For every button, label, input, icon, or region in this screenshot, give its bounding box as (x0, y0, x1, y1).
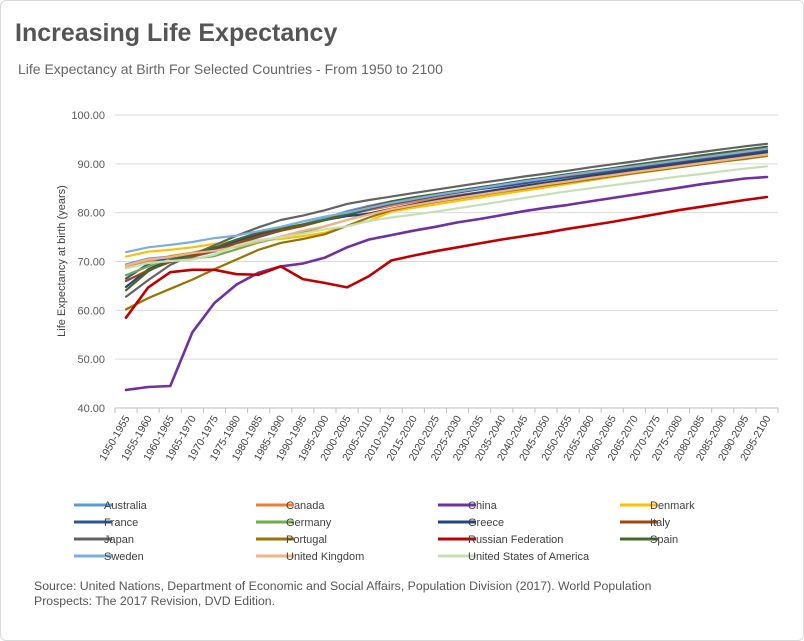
legend-label: Russian Federation (468, 534, 563, 546)
series-line-russian-federation (124, 195, 769, 320)
chart-title: Increasing Life Expectancy (15, 19, 338, 47)
legend-label: Spain (650, 534, 678, 546)
y-tick-label: 40.00 (77, 403, 105, 415)
series-line-japan (124, 142, 769, 298)
y-tick-label: 80.00 (77, 208, 105, 220)
legend-label: Sweden (104, 551, 144, 563)
series-line-united-states-of-america (124, 165, 769, 270)
y-tick-label: 70.00 (77, 257, 105, 269)
line-chart: 40.0050.0060.0070.0080.0090.00100.001950… (56, 110, 779, 563)
legend-label: Germany (286, 517, 332, 529)
legend-label: France (104, 517, 138, 529)
legend-label: Denmark (650, 500, 695, 512)
source-note: Source: United Nations, Department of Ec… (34, 579, 652, 608)
legend-label: Australia (104, 500, 148, 512)
chart-subtitle: Life Expectancy at Birth For Selected Co… (18, 61, 443, 77)
series-line-germany (124, 154, 769, 277)
legend-label: United States of America (468, 551, 590, 563)
legend-label: China (468, 500, 498, 512)
series-line-sweden (124, 147, 769, 254)
series-line-france (124, 149, 769, 280)
y-axis-label: Life Expectancy at birth (years) (56, 185, 68, 337)
series-line-china (124, 175, 769, 392)
y-tick-label: 90.00 (77, 159, 105, 171)
legend-label: Italy (650, 517, 671, 529)
legend-label: Portugal (286, 534, 327, 546)
legend-label: United Kingdom (286, 551, 364, 563)
legend-label: Greece (468, 517, 504, 529)
series-line-greece (124, 151, 769, 288)
legend-label: Canada (286, 500, 325, 512)
y-tick-label: 60.00 (77, 305, 105, 317)
y-tick-label: 100.00 (71, 110, 105, 122)
y-tick-label: 50.00 (77, 354, 105, 366)
legend-label: Japan (104, 534, 134, 546)
